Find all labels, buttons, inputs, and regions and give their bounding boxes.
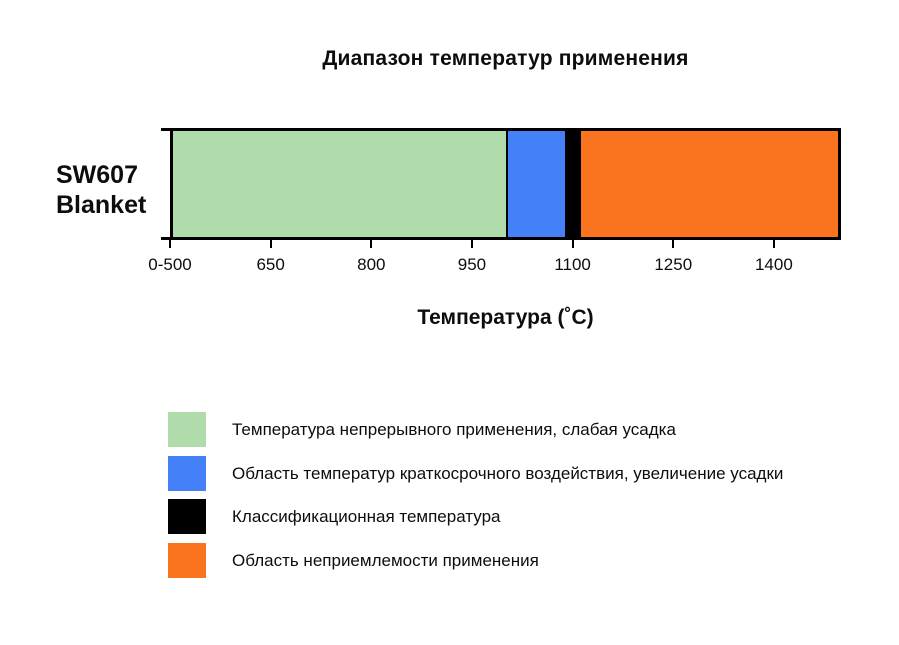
legend-swatch-classification-temperature [168, 499, 206, 534]
x-axis-tick-800 [370, 240, 373, 248]
chart-title: Диапазон температур применения [322, 47, 689, 70]
bar-segment-classification-temperature [565, 131, 579, 237]
bar-segment-short-term-exposure [505, 131, 566, 237]
x-axis-tick-500 [169, 240, 171, 248]
x-axis-tick-labels: 0-500 650 800 950 1100 1250 1400 [148, 255, 841, 275]
legend-label-continuous-use: Температура непрерывного применения, сла… [232, 419, 676, 439]
legend-swatch-continuous-use [168, 412, 206, 447]
x-axis-tick-650 [269, 240, 272, 248]
x-axis-tick-label-950: 950 [457, 255, 487, 274]
stacked-bar [170, 128, 841, 240]
x-axis-tick-950 [470, 240, 473, 248]
legend-label-short-term-exposure: Область температур краткосрочного воздей… [232, 463, 784, 483]
bar-segment-continuous-use [173, 131, 506, 237]
category-label-line2: Blanket [56, 191, 147, 219]
x-axis-tick-1250 [672, 240, 675, 248]
x-axis-tick-label-1100: 1100 [554, 255, 591, 274]
legend-row-classification-temperature: Классификационная температура [168, 499, 501, 534]
category-label-line1: SW607 [56, 161, 138, 189]
legend-label-classification-temperature: Классификационная температура [232, 506, 501, 526]
legend-row-unsuitable-range: Область неприемлемости применения [168, 543, 539, 578]
x-axis-tick-label-1250: 1250 [654, 255, 693, 274]
y-axis-top-tick [161, 128, 171, 131]
x-axis-tick-label-500: 0-500 [148, 255, 192, 274]
category-label: SW607 Blanket [56, 160, 146, 220]
legend-row-continuous-use: Температура непрерывного применения, сла… [168, 412, 676, 447]
x-axis-tick-label-800: 800 [357, 255, 386, 274]
x-axis-tick-1400 [772, 240, 775, 248]
y-axis-bottom-tick [161, 237, 171, 240]
legend-swatch-short-term-exposure [168, 456, 206, 491]
legend-label-unsuitable-range: Область неприемлемости применения [232, 550, 539, 570]
x-axis-label: Температура (˚C) [417, 306, 594, 329]
x-axis-tick-label-650: 650 [256, 255, 285, 274]
x-axis-tick-1100 [571, 240, 574, 248]
bar-segment-unsuitable-range [578, 131, 838, 237]
legend-row-short-term-exposure: Область температур краткосрочного воздей… [168, 456, 783, 491]
x-axis-tick-label-1400: 1400 [754, 255, 793, 274]
legend: Температура непрерывного применения, сла… [168, 412, 888, 592]
legend-swatch-unsuitable-range [168, 543, 206, 578]
